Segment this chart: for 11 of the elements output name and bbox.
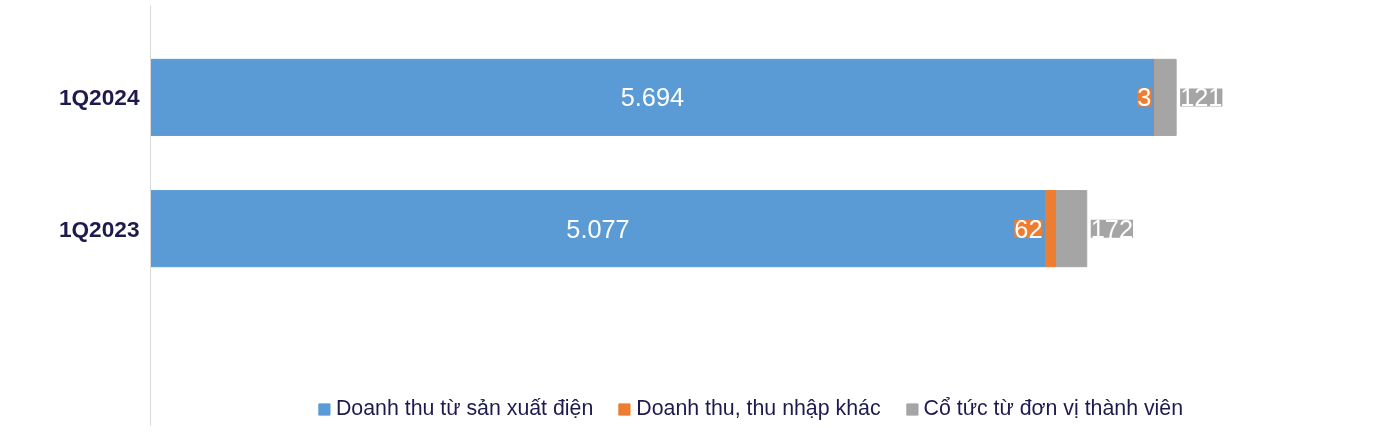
data-label: 172 — [1090, 214, 1134, 243]
data-label: 62 — [1014, 214, 1043, 243]
data-label: 3 — [1137, 83, 1152, 112]
legend-label: Cổ tức từ đơn vị thành viên — [923, 396, 1184, 421]
y-tick-label: 1Q2023 — [58, 215, 140, 242]
data-label: 121 — [1180, 83, 1223, 112]
data-label: 5.694 — [620, 83, 685, 112]
y-tick-label: 1Q2024 — [58, 84, 140, 111]
data-label: 5.077 — [566, 214, 630, 243]
legend-label: Doanh thu từ sản xuất điện — [335, 396, 594, 421]
legend-label: Doanh thu, thu nhập khác — [636, 396, 881, 421]
